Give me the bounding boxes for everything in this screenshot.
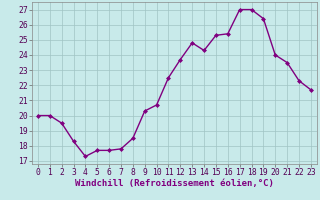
X-axis label: Windchill (Refroidissement éolien,°C): Windchill (Refroidissement éolien,°C)	[75, 179, 274, 188]
